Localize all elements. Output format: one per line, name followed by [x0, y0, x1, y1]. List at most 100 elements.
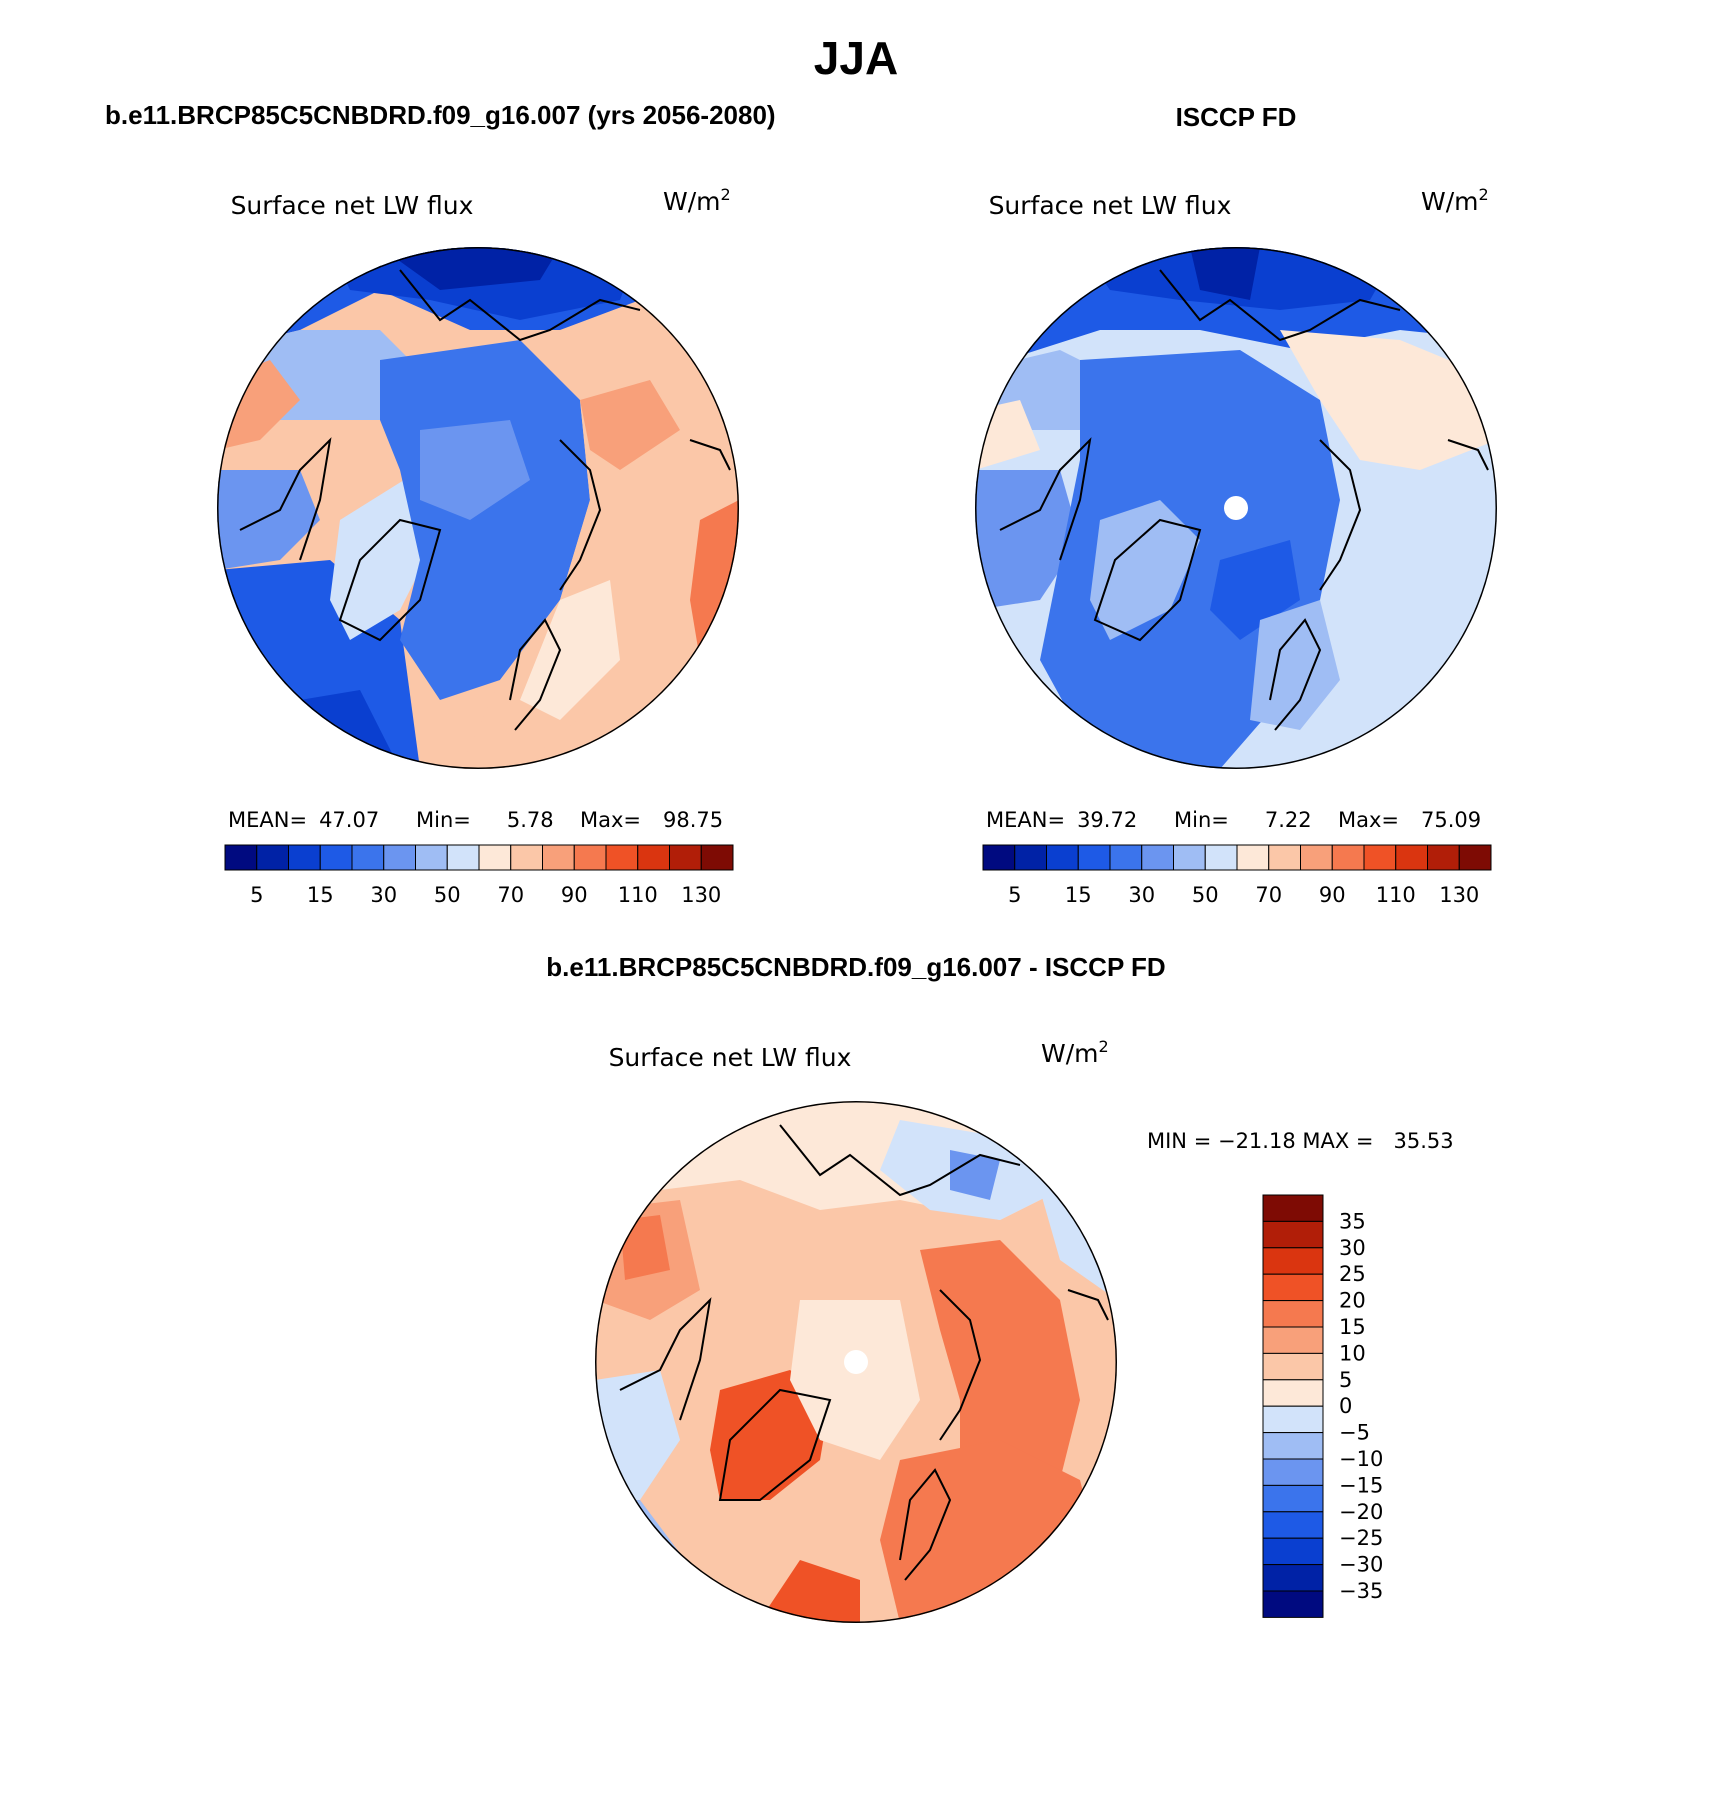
obs-colorbar-tick-label: 110	[1376, 883, 1416, 907]
model-colorbar-tick-label: 90	[561, 883, 588, 907]
obs-colorbar-swatch	[1395, 844, 1428, 871]
difference-colorbar-tick-label: −5	[1339, 1421, 1370, 1445]
obs-colorbar-tick-label: 130	[1439, 883, 1479, 907]
difference-colorbar-tick-label: 5	[1339, 1368, 1352, 1392]
obs-colorbar-tick-label: 5	[1008, 883, 1021, 907]
obs-polar-map	[975, 247, 1497, 769]
model-colorbar-swatch	[637, 844, 670, 871]
difference-colorbar-tick-label: −10	[1339, 1447, 1383, 1471]
obs-panel: Surface net LW flux W/m2	[975, 185, 1497, 907]
obs-colorbar-swatch	[1077, 844, 1111, 871]
right-panel-caption: ISCCP FD	[1176, 102, 1297, 132]
model-colorbar-swatch	[542, 844, 575, 871]
difference-colorbar-tick-label: −30	[1339, 1553, 1383, 1577]
difference-colorbar-swatch	[1262, 1564, 1324, 1592]
difference-colorbar-tick-label: 20	[1339, 1289, 1366, 1313]
model-colorbar-swatch	[700, 844, 734, 871]
difference-colorbar-swatch	[1262, 1220, 1324, 1249]
model-colorbar-tick-label: 5	[250, 883, 263, 907]
difference-colorbar-tick-label: 35	[1339, 1209, 1366, 1233]
difference-colorbar-swatch	[1262, 1300, 1324, 1328]
model-colorbar-tick-label: 130	[681, 883, 721, 907]
obs-variable-label: Surface net LW flux	[989, 191, 1232, 220]
model-colorbar-tick-label: 50	[434, 883, 461, 907]
difference-colorbar-tick-label: −35	[1339, 1579, 1383, 1603]
figure-title: JJA	[814, 32, 898, 84]
model-stats-mean: MEAN= 47.07	[228, 808, 379, 832]
difference-colorbar-swatch	[1262, 1326, 1324, 1354]
obs-colorbar-swatch	[1363, 844, 1397, 871]
difference-panel-caption: b.e11.BRCP85C5CNBDRD.f09_g16.007 - ISCCP…	[546, 952, 1165, 982]
obs-colorbar: 5 15 30 50 70 90 110 130	[982, 844, 1492, 907]
obs-stats-max: Max= 75.09	[1338, 808, 1481, 832]
difference-colorbar-tick-label: 30	[1339, 1236, 1366, 1260]
difference-colorbar-swatch	[1262, 1194, 1324, 1222]
difference-colorbar-swatch	[1262, 1484, 1324, 1513]
model-stats-max: Max= 98.75	[580, 808, 723, 832]
difference-colorbar-tick-label: 0	[1339, 1394, 1352, 1418]
difference-panel: Surface net LW flux W/m2	[595, 1037, 1454, 1623]
obs-colorbar-swatch	[1046, 844, 1079, 871]
obs-colorbar-swatch	[1331, 844, 1365, 871]
obs-stats-mean: MEAN= 39.72	[986, 808, 1137, 832]
obs-colorbar-swatch	[1014, 844, 1047, 871]
model-colorbar: 5 15 30 50 70 90 110 130	[224, 844, 734, 907]
obs-colorbar-tick-label: 30	[1128, 883, 1155, 907]
obs-colorbar-tick-label: 50	[1192, 883, 1219, 907]
difference-colorbar-swatch	[1262, 1590, 1324, 1618]
difference-colorbar-tick-label: −20	[1339, 1500, 1383, 1524]
difference-colorbar-tick-label: −15	[1339, 1473, 1383, 1497]
obs-colorbar-tick-label: 90	[1319, 883, 1346, 907]
obs-colorbar-swatch	[982, 844, 1016, 871]
model-colorbar-tick-label: 15	[307, 883, 334, 907]
difference-units-label: W/m2	[1041, 1037, 1109, 1068]
difference-colorbar-swatch	[1262, 1432, 1324, 1460]
model-colorbar-tick-label: 30	[370, 883, 397, 907]
difference-variable-label: Surface net LW flux	[609, 1043, 852, 1072]
model-colorbar-swatch	[288, 844, 321, 871]
difference-colorbar-swatch	[1262, 1405, 1324, 1434]
difference-colorbar-swatch	[1262, 1458, 1324, 1486]
difference-colorbar-swatch	[1262, 1352, 1324, 1381]
model-units-label: W/m2	[663, 185, 731, 216]
obs-colorbar-swatch	[1458, 844, 1492, 871]
difference-colorbar-tick-label: 15	[1339, 1315, 1366, 1339]
obs-colorbar-tick-label: 70	[1255, 883, 1282, 907]
difference-colorbar-swatch	[1262, 1379, 1324, 1407]
obs-colorbar-swatch	[1268, 844, 1301, 871]
model-colorbar-swatch	[383, 844, 416, 871]
obs-colorbar-swatch	[1236, 844, 1270, 871]
difference-colorbar-swatch	[1262, 1247, 1324, 1275]
model-colorbar-swatch	[224, 844, 258, 871]
model-colorbar-swatch	[605, 844, 639, 871]
model-colorbar-swatch	[351, 844, 385, 871]
obs-colorbar-swatch	[1173, 844, 1206, 871]
model-colorbar-swatch	[510, 844, 543, 871]
model-colorbar-swatch	[669, 844, 702, 871]
difference-colorbar-tick-label: −25	[1339, 1526, 1383, 1550]
model-colorbar-swatch	[319, 844, 353, 871]
obs-units-label: W/m2	[1421, 185, 1489, 216]
model-polar-map	[217, 247, 739, 769]
obs-colorbar-swatch	[1109, 844, 1143, 871]
obs-colorbar-swatch	[1204, 844, 1238, 871]
left-panel-caption: b.e11.BRCP85C5CNBDRD.f09_g16.007 (yrs 20…	[105, 100, 776, 130]
model-colorbar-swatch	[478, 844, 512, 871]
difference-colorbar-swatch	[1262, 1273, 1324, 1302]
model-colorbar-swatch	[446, 844, 480, 871]
difference-polar-map	[595, 1101, 1117, 1623]
obs-colorbar-swatch	[1427, 844, 1460, 871]
model-colorbar-swatch	[256, 844, 289, 871]
model-panel: Surface net LW flux W/m2	[217, 185, 739, 907]
difference-colorbar-tick-label: 10	[1339, 1341, 1366, 1365]
difference-colorbar-tick-label: 25	[1339, 1262, 1366, 1286]
model-colorbar-swatch	[415, 844, 448, 871]
obs-stats-min: Min= 7.22	[1174, 808, 1312, 832]
difference-colorbar-swatch	[1262, 1537, 1324, 1566]
model-variable-label: Surface net LW flux	[231, 191, 474, 220]
model-stats-min: Min= 5.78	[416, 808, 554, 832]
model-colorbar-swatch	[573, 844, 607, 871]
difference-colorbar-swatch	[1262, 1511, 1324, 1539]
